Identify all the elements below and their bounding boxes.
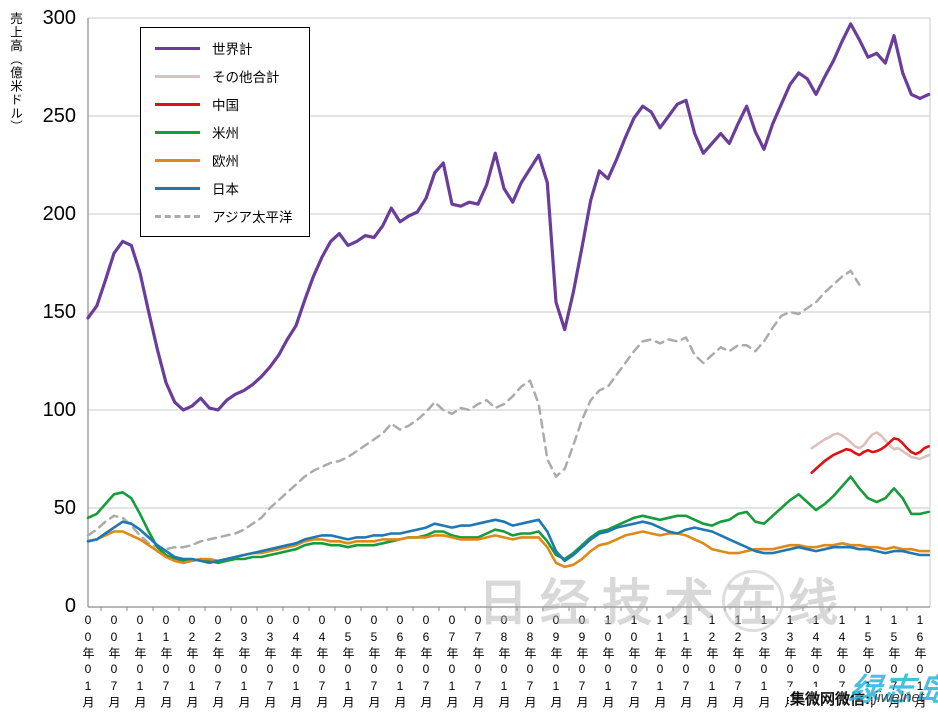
x-tick-label: 03年01月 [237, 613, 251, 711]
x-tick-label: 06年07月 [419, 613, 433, 711]
legend-item-asia-pacific: アジア太平洋 [155, 203, 309, 229]
x-tick-label: 06年01月 [393, 613, 407, 711]
legend-item-china: 中国 [155, 91, 309, 117]
x-tick-label: 05年01月 [341, 613, 355, 711]
x-tick-label: 04年07月 [315, 613, 329, 711]
series-line-world-total [86, 22, 931, 412]
x-tick-label: 10年07月 [627, 613, 641, 711]
legend-item-japan: 日本 [155, 175, 309, 201]
x-tick-label: 08年01月 [497, 613, 511, 711]
legend-item-europe: 欧州 [155, 147, 309, 173]
legend-label-world-total: 世界計 [212, 42, 253, 57]
x-tick-label: 07年07月 [471, 613, 485, 711]
legend-swatch-japan [155, 186, 200, 190]
x-tick-label: 00年01月 [81, 613, 95, 711]
y-tick-label-50: 50 [53, 497, 76, 519]
legend-item-world-total: 世界計 [155, 35, 309, 61]
watermark-circle-icon [722, 570, 784, 632]
legend-swatch-americas [155, 130, 200, 134]
x-tick-label: 11年07月 [679, 613, 693, 711]
legend-label-japan: 日本 [212, 182, 239, 197]
x-tick-label: 14年01月 [809, 613, 823, 711]
x-tick-label: 00年07月 [107, 613, 121, 711]
y-tick-label-0: 0 [64, 595, 76, 617]
series-line-asia-pacific [86, 269, 861, 551]
y-tick-label-250: 250 [42, 105, 76, 127]
x-tick-label: 01年01月 [133, 613, 147, 711]
x-tick-label: 16年01月 [913, 613, 927, 711]
x-tick-label: 04年01月 [289, 613, 303, 711]
legend-label-asia-pacific: アジア太平洋 [212, 210, 293, 225]
legend-swatch-china [155, 102, 200, 106]
x-tick-label: 01年07月 [159, 613, 173, 711]
x-tick-label: 15年07月 [887, 613, 901, 711]
legend-swatch-others-total [155, 74, 200, 78]
legend-item-americas: 米州 [155, 119, 309, 145]
x-tick-label: 02年07月 [211, 613, 225, 711]
watermark-nikkei-text: 日经技术在线 [478, 575, 850, 631]
x-tick-label: 09年07月 [575, 613, 589, 711]
watermark-jiweiwang-label: 集微网微信: [789, 687, 871, 710]
x-tick-label: 07年01月 [445, 613, 459, 711]
series-line-others-total [810, 431, 931, 461]
legend-swatch-europe [155, 158, 200, 162]
y-tick-label-100: 100 [42, 399, 76, 421]
x-tick-label: 09年01月 [549, 613, 563, 711]
x-tick-label: 12年01月 [705, 613, 719, 711]
y-tick-label-300: 300 [42, 7, 76, 29]
x-tick-label: 02年01月 [185, 613, 199, 711]
x-tick-label: 08年07月 [523, 613, 537, 711]
legend-label-europe: 欧州 [212, 154, 239, 169]
y-tick-label-200: 200 [42, 203, 76, 225]
x-tick-label: 10年01月 [601, 613, 615, 711]
x-tick-label: 13年01月 [757, 613, 771, 711]
x-tick-label: 15年01月 [861, 613, 875, 711]
x-tick-label: 11年01月 [653, 613, 667, 711]
x-tick-label: 03年07月 [263, 613, 277, 711]
legend-label-china: 中国 [212, 98, 239, 113]
legend-item-others-total: その他合計 [155, 63, 309, 89]
series-line-americas [86, 475, 931, 565]
x-tick-label: 05年07月 [367, 613, 381, 711]
legend: 世界計その他合計中国米州欧州日本アジア太平洋 [140, 27, 310, 237]
series-line-japan [86, 518, 931, 565]
x-tick-label: 14年07月 [835, 613, 849, 711]
x-tick-label: 12年07月 [731, 613, 745, 711]
legend-swatch-world-total [155, 46, 200, 50]
series-line-china [810, 437, 931, 475]
y-tick-label-150: 150 [42, 301, 76, 323]
legend-label-others-total: その他合計 [212, 70, 280, 85]
y-axis-title: 売上高（億米ドル） [8, 12, 22, 134]
legend-label-americas: 米州 [212, 126, 239, 141]
legend-swatch-asia-pacific [155, 214, 200, 218]
watermark-jiweinet-name: jiweinet [874, 689, 925, 706]
x-tick-label: 13年07月 [783, 613, 797, 711]
